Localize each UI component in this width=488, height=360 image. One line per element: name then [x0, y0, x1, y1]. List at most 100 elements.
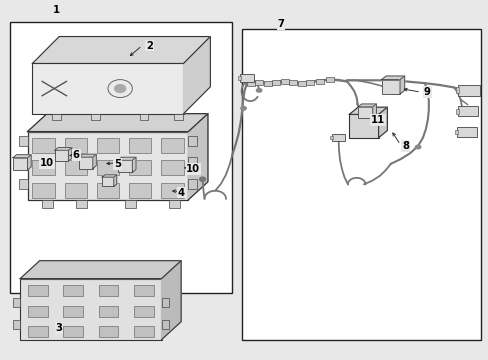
Text: 10: 10	[186, 164, 200, 174]
Bar	[325, 77, 333, 82]
Bar	[97, 138, 119, 153]
Bar	[188, 179, 197, 189]
Polygon shape	[118, 157, 136, 160]
Text: 4: 4	[177, 188, 184, 198]
Bar	[298, 81, 305, 86]
Bar	[64, 183, 87, 198]
Polygon shape	[372, 104, 376, 118]
Circle shape	[199, 177, 205, 181]
Bar	[381, 80, 399, 94]
Bar	[255, 80, 263, 85]
Polygon shape	[188, 114, 207, 200]
Bar	[454, 130, 457, 134]
Bar	[161, 320, 168, 329]
Polygon shape	[68, 148, 72, 161]
Bar	[63, 285, 83, 296]
Bar	[456, 127, 476, 136]
Bar	[134, 306, 153, 316]
Bar	[357, 107, 372, 118]
Polygon shape	[13, 155, 31, 158]
Bar	[168, 200, 179, 208]
Bar	[129, 161, 151, 175]
Polygon shape	[27, 155, 31, 170]
Bar	[140, 114, 148, 120]
Bar	[129, 138, 151, 153]
Polygon shape	[381, 76, 404, 80]
Bar	[91, 114, 100, 120]
Bar	[63, 306, 83, 316]
Text: 3: 3	[56, 323, 62, 333]
Bar	[161, 298, 168, 307]
Bar	[13, 298, 20, 307]
Bar	[28, 326, 47, 337]
Polygon shape	[399, 76, 404, 94]
Bar	[19, 179, 27, 189]
Bar	[13, 158, 27, 170]
Bar	[329, 136, 332, 139]
Circle shape	[255, 88, 262, 93]
Text: 6: 6	[73, 150, 80, 160]
Bar	[28, 285, 47, 296]
Polygon shape	[55, 148, 72, 150]
Circle shape	[114, 84, 126, 93]
Polygon shape	[357, 104, 376, 107]
Polygon shape	[378, 107, 386, 138]
Bar	[97, 183, 119, 198]
Polygon shape	[20, 261, 181, 279]
Bar	[10, 22, 232, 293]
Bar	[99, 285, 118, 296]
Bar	[32, 183, 55, 198]
Bar	[79, 157, 93, 168]
Bar	[348, 114, 378, 138]
Bar	[242, 30, 480, 339]
Text: 10: 10	[40, 158, 54, 168]
Bar	[272, 80, 280, 85]
Polygon shape	[161, 261, 181, 339]
Circle shape	[240, 106, 246, 111]
Bar	[13, 320, 20, 329]
Bar	[161, 138, 183, 153]
Text: 8: 8	[401, 141, 408, 151]
Bar	[32, 63, 183, 114]
Polygon shape	[348, 107, 386, 114]
Bar	[64, 161, 87, 175]
Bar	[27, 132, 188, 200]
Bar	[237, 76, 240, 80]
Bar	[99, 306, 118, 316]
Bar	[102, 177, 114, 186]
Bar	[455, 109, 458, 114]
Bar	[99, 326, 118, 337]
Polygon shape	[79, 154, 96, 157]
Bar	[63, 326, 83, 337]
Bar	[28, 306, 47, 316]
Bar	[457, 106, 477, 116]
Polygon shape	[93, 154, 96, 168]
Bar	[76, 200, 87, 208]
Bar	[19, 157, 27, 167]
Bar	[52, 114, 61, 120]
Bar	[134, 326, 153, 337]
Text: 1: 1	[53, 5, 60, 15]
Text: 9: 9	[423, 87, 430, 97]
Bar	[19, 136, 27, 146]
Text: 2: 2	[146, 41, 153, 50]
Bar	[455, 87, 458, 93]
Bar	[316, 78, 324, 84]
Bar	[118, 160, 132, 172]
Polygon shape	[32, 37, 210, 63]
Text: 5: 5	[114, 159, 121, 169]
Bar	[161, 161, 183, 175]
Bar	[161, 183, 183, 198]
Polygon shape	[27, 114, 207, 132]
Bar	[188, 136, 197, 146]
Bar	[32, 138, 55, 153]
Bar	[134, 285, 153, 296]
Text: 7: 7	[277, 19, 284, 29]
Bar	[246, 81, 254, 86]
Polygon shape	[114, 175, 117, 186]
Bar	[281, 79, 288, 84]
Bar	[125, 200, 136, 208]
Text: 11: 11	[370, 115, 384, 125]
Bar	[188, 157, 197, 167]
Bar	[55, 150, 68, 161]
